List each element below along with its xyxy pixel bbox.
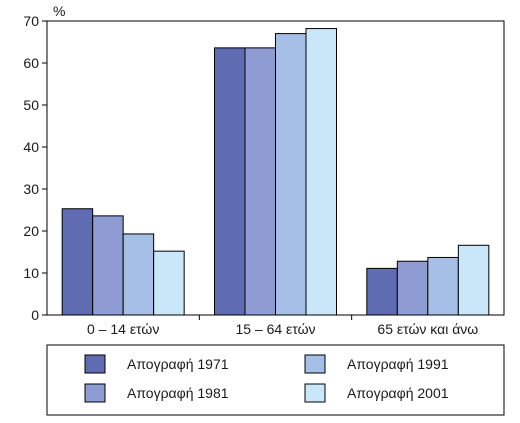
bar	[244, 47, 276, 316]
bar	[396, 260, 429, 316]
legend-swatch	[84, 354, 106, 374]
legend-entry-label: Απογραφή 1981	[127, 385, 229, 401]
y-axis-unit-label: %	[53, 3, 65, 19]
bar	[153, 250, 185, 316]
legend-frame	[46, 344, 505, 416]
y-tick-label: 60	[23, 55, 39, 71]
bar	[61, 208, 94, 316]
bar	[305, 28, 337, 316]
x-category-label: 15 – 64 ετών	[235, 321, 315, 337]
y-axis-ticks: 0 10 20 30 40 50 60 70	[23, 13, 47, 323]
x-category-label: 0 – 14 ετών	[87, 321, 159, 337]
y-tick-label: 20	[23, 223, 39, 239]
bar	[427, 256, 459, 316]
y-tick-label: 40	[23, 139, 39, 155]
bars-layer	[61, 28, 490, 316]
y-tick-label: 30	[23, 181, 39, 197]
legend-swatch	[304, 354, 326, 374]
bar	[214, 47, 246, 316]
legend: Απογραφή 1971 Απογραφή 1981 Απογραφή 1991 Α…	[84, 354, 449, 403]
bar	[275, 33, 307, 316]
y-tick-label: 70	[23, 13, 39, 29]
bar	[92, 215, 124, 316]
bar	[366, 267, 398, 316]
bar	[122, 233, 155, 316]
legend-entry-label: Απογραφή 1971	[127, 356, 229, 372]
x-category-label: 65 ετών και άνω	[377, 321, 478, 337]
legend-entry-label: Απογραφή 2001	[347, 385, 449, 401]
legend-swatch	[84, 383, 106, 403]
legend-swatch	[304, 383, 326, 403]
x-axis-categories: 0 – 14 ετών 15 – 64 ετών 65 ετών και άνω	[87, 315, 478, 337]
y-tick-label: 10	[23, 265, 39, 281]
y-tick-label: 0	[31, 307, 39, 323]
y-tick-label: 50	[23, 97, 39, 113]
bar	[457, 244, 490, 316]
legend-entry-label: Απογραφή 1991	[347, 356, 449, 372]
